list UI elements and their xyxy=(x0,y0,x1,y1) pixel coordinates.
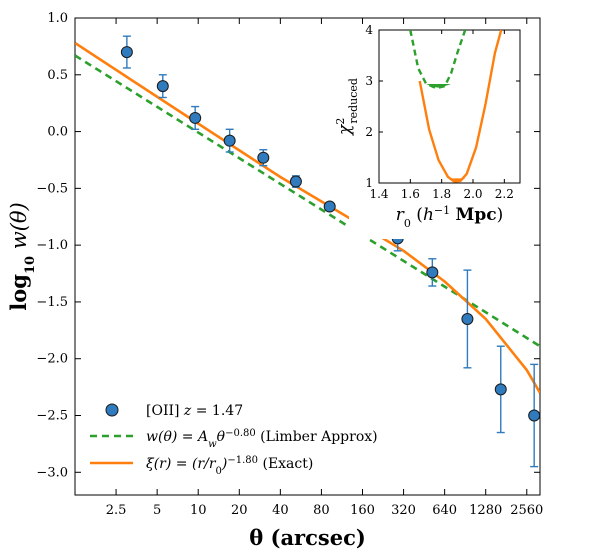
x-tick-label: 80 xyxy=(313,503,330,518)
legend-label-exact: ξ(r) = (r/r0)−1.80 (Exact) xyxy=(146,455,313,477)
legend-marker-oii xyxy=(105,403,119,417)
x-tick-label: 160 xyxy=(350,503,375,518)
data-point xyxy=(223,134,236,147)
data-point xyxy=(528,409,541,422)
x-tick-label: 2.5 xyxy=(106,503,127,518)
legend-label-oii: [OII] z = 1.47 xyxy=(146,403,243,419)
inset-x-axis-label: r0 (h−1 Mpc) xyxy=(396,204,503,230)
x-tick-label: 20 xyxy=(231,503,248,518)
data-point xyxy=(156,80,169,93)
x-tick-label: 640 xyxy=(432,503,457,518)
data-point xyxy=(120,46,133,59)
x-tick-label: 2560 xyxy=(510,503,543,518)
inset-x-tick-label: 2.2 xyxy=(495,187,514,201)
inset-frame xyxy=(378,29,521,184)
y-axis-label: log10 w(θ) xyxy=(6,202,38,310)
data-point xyxy=(426,266,439,279)
inset-x-tick-label: 1.8 xyxy=(432,187,451,201)
x-tick-label: 40 xyxy=(272,503,289,518)
y-tick-label: −3.0 xyxy=(36,465,68,480)
legend: [OII] z = 1.47 w(θ) = Awθ−0.80 (Limber Ap… xyxy=(90,403,378,477)
inset-y-tick-label: 3 xyxy=(365,74,373,88)
data-point xyxy=(257,151,270,164)
x-tick-label: 320 xyxy=(391,503,416,518)
plot-frame xyxy=(74,17,541,496)
data-point xyxy=(461,312,474,325)
data-point xyxy=(494,383,507,396)
y-tick-label: −0.5 xyxy=(36,181,68,196)
inset-plot: 1.4 1.6 1.8 2.0 2.2 1 2 3 4 r0 (h−1 Mpc) χ2reduced xyxy=(334,23,534,239)
inset-y-tick-label: 4 xyxy=(365,23,373,37)
inset-y-axis-label: χ2reduced xyxy=(334,78,360,136)
y-tick-label: −2.5 xyxy=(36,409,68,424)
legend-label-limber: w(θ) = Awθ−0.80 (Limber Approx) xyxy=(146,428,378,450)
inset-x-tick-label: 1.6 xyxy=(401,187,420,201)
y-tick-label: 1.0 xyxy=(47,11,68,26)
data-point xyxy=(189,111,202,124)
x-tick-label: 5 xyxy=(153,503,161,518)
y-tick-label: −1.5 xyxy=(36,295,68,310)
x-axis-label: θ (arcsec) xyxy=(249,525,366,550)
main-plot: 2.5 5 10 20 40 80 160 320 640 1280 2560 1.0 0.5 0.0 −0… xyxy=(6,11,543,550)
inset-y-tick-label: 1 xyxy=(365,176,373,190)
inset-x-tick-label: 2.0 xyxy=(463,187,482,201)
y-tick-label: −1.0 xyxy=(36,238,68,253)
inset-limber-curve xyxy=(409,30,467,89)
y-tick-label: 0.0 xyxy=(47,125,68,140)
x-tick-label: 10 xyxy=(190,503,207,518)
data-point xyxy=(289,175,302,188)
y-tick-label: 0.5 xyxy=(47,68,68,83)
inset-x-tick-label: 1.4 xyxy=(369,187,388,201)
inset-y-tick-label: 2 xyxy=(365,125,373,139)
x-tick-label: 1280 xyxy=(469,503,502,518)
inset-exact-curve xyxy=(418,30,503,183)
data-point xyxy=(323,200,336,213)
y-tick-label: −2.0 xyxy=(36,352,68,367)
